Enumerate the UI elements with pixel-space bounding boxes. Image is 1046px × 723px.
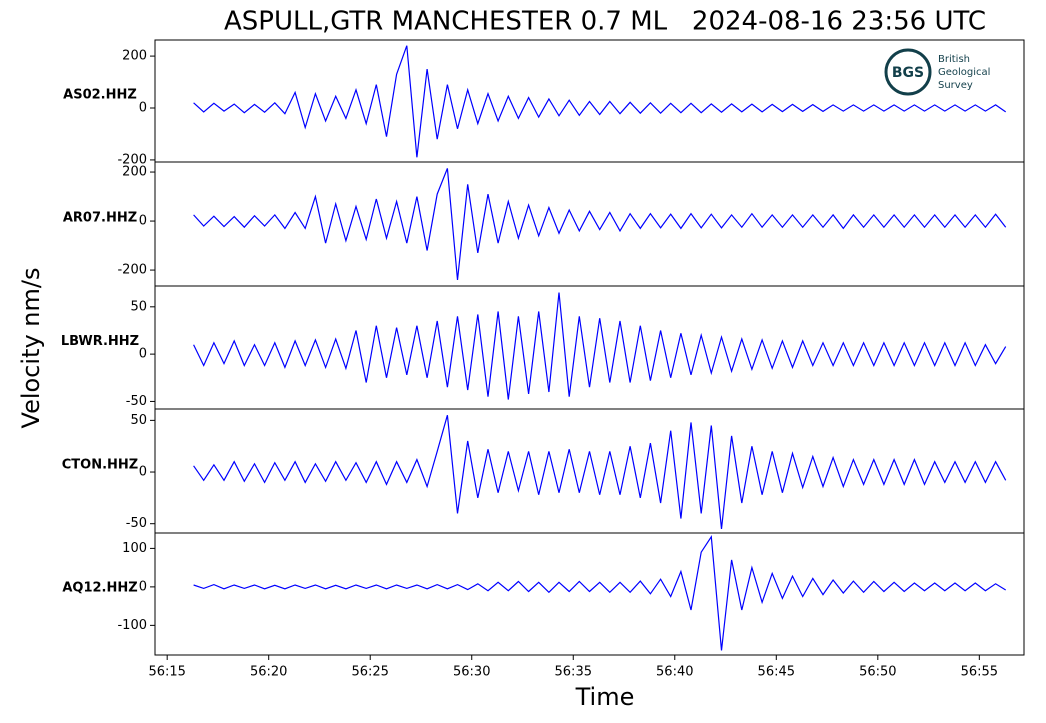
chart-title: ASPULL,GTR MANCHESTER 0.7 ML 2024-08-16 …: [224, 7, 986, 37]
y-tick-label: -50: [126, 394, 147, 409]
y-tick-label: -50: [126, 516, 147, 531]
x-tick-label: 56:55: [961, 665, 998, 680]
y-tick-label: 200: [122, 49, 147, 64]
y-tick-label: -200: [117, 152, 147, 167]
station-label: AS02.HHZ: [63, 88, 137, 103]
x-tick-label: 56:50: [859, 665, 896, 680]
logo-text: British: [938, 54, 970, 65]
logo-text: Survey: [938, 80, 973, 91]
station-label: LBWR.HHZ: [61, 334, 139, 349]
seismic-trace: [193, 292, 1007, 400]
logo-circle: [884, 48, 932, 96]
y-tick-label: 50: [130, 413, 147, 428]
panel-frame: [154, 161, 1025, 287]
y-tick-label: 0: [139, 579, 147, 594]
y-tick-label: -200: [117, 263, 147, 278]
y-tick-label: 0: [139, 347, 147, 362]
logo: BGS British Geological Survey: [884, 48, 990, 96]
x-tick-label: 56:25: [351, 665, 388, 680]
y-tick-label: 0: [139, 465, 147, 480]
station-label: AQ12.HHZ: [62, 581, 137, 596]
seismic-trace: [193, 535, 1007, 651]
logo-text: Geological: [938, 67, 990, 78]
panel-frame: [154, 408, 1025, 534]
seismic-trace: [193, 45, 1007, 158]
seismic-trace: [193, 415, 1007, 529]
x-axis-label: Time: [575, 683, 635, 711]
y-tick-label: 0: [139, 101, 147, 116]
y-tick-label: 100: [122, 541, 147, 556]
station-label: CTON.HHZ: [62, 458, 138, 473]
seismic-trace: [193, 168, 1007, 280]
x-tick-label: 56:15: [148, 665, 185, 680]
y-tick-label: 0: [139, 214, 147, 229]
panel-frame: [154, 285, 1025, 410]
x-tick-label: 56:20: [250, 665, 287, 680]
y-tick-label: 50: [130, 299, 147, 314]
x-tick-label: 56:30: [453, 665, 490, 680]
station-label: AR07.HHZ: [63, 211, 137, 226]
x-tick-label: 56:35: [555, 665, 592, 680]
y-tick-label: 200: [122, 165, 147, 180]
panel-frame: [154, 532, 1025, 656]
y-tick-label: -100: [117, 618, 147, 633]
y-axis-label: Velocity nm/s: [17, 268, 45, 429]
x-tick-label: 56:45: [758, 665, 795, 680]
logo-abbr: BGS: [892, 65, 924, 81]
x-tick-label: 56:40: [656, 665, 693, 680]
